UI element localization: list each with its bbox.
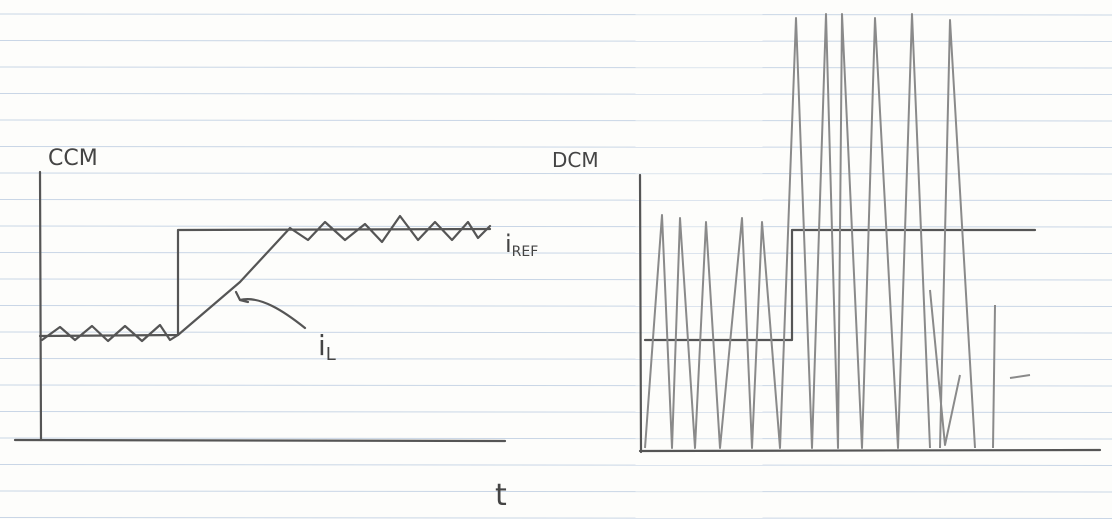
ruled-line <box>0 14 1112 15</box>
ruled-line <box>0 518 1112 519</box>
ccm-panel: CCM iREF iL t <box>15 146 538 513</box>
y-axis <box>40 172 41 440</box>
current-waveform <box>42 216 490 341</box>
ruled-line <box>0 465 1112 466</box>
ruled-line <box>0 332 1112 333</box>
ruled-line <box>0 491 1112 492</box>
ruled-line <box>0 279 1112 280</box>
label-main: i <box>505 230 512 258</box>
reference-step <box>40 229 490 336</box>
reference-label: iREF <box>505 230 538 260</box>
ruled-line <box>0 385 1112 386</box>
y-axis <box>640 175 641 452</box>
ruled-line <box>0 412 1112 413</box>
x-axis <box>640 450 1100 451</box>
ruled-line <box>0 67 1112 68</box>
panel-label: DCM <box>552 148 599 172</box>
current-label: iL <box>318 329 336 365</box>
ruled-line <box>0 359 1112 360</box>
x-axis <box>15 440 505 441</box>
axis-label: t <box>495 478 507 513</box>
ruled-line <box>0 306 1112 307</box>
panel-label: CCM <box>48 146 98 171</box>
ruled-line <box>0 173 1112 174</box>
label-sub: REF <box>512 244 539 260</box>
ruled-line <box>0 120 1112 121</box>
sketch-page: CCM iREF iL t DCM <box>0 0 1112 519</box>
ruled-line <box>0 94 1112 95</box>
label-main: i <box>318 329 326 362</box>
ruled-line <box>0 41 1112 42</box>
label-arrow <box>236 292 305 328</box>
label-sub: L <box>326 344 336 365</box>
